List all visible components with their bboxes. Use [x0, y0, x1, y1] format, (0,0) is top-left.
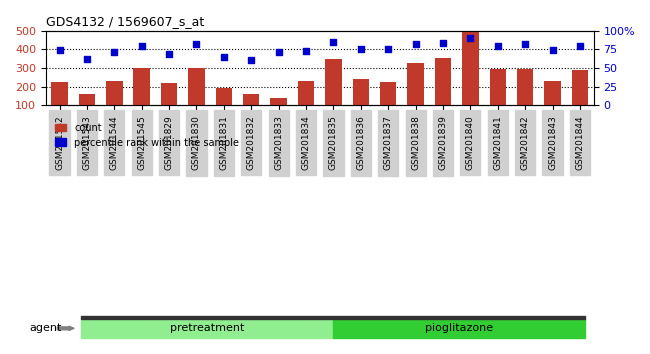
Point — [274, 49, 284, 55]
Bar — [106, 81, 123, 124]
Point — [301, 48, 311, 53]
Bar — [270, 98, 287, 124]
Point — [328, 40, 339, 45]
Bar — [462, 31, 478, 124]
Bar — [380, 82, 396, 124]
Point — [493, 43, 503, 48]
Point — [520, 41, 530, 46]
Point — [191, 41, 202, 46]
Point — [55, 47, 65, 53]
Point — [547, 47, 558, 53]
Text: GDS4132 / 1569607_s_at: GDS4132 / 1569607_s_at — [46, 15, 204, 28]
Point — [82, 56, 92, 62]
Point — [383, 46, 393, 52]
Point — [218, 54, 229, 59]
Bar — [489, 69, 506, 124]
Bar — [133, 68, 150, 124]
Point — [109, 49, 120, 55]
Point — [246, 57, 257, 63]
Bar — [216, 88, 232, 124]
Text: agent: agent — [29, 323, 62, 333]
Bar — [188, 68, 205, 124]
Point — [356, 46, 366, 52]
Text: pretreatment: pretreatment — [170, 323, 244, 333]
Bar — [352, 79, 369, 124]
Bar — [161, 83, 177, 124]
Bar — [572, 70, 588, 124]
Point — [410, 41, 421, 47]
Text: pioglitazone: pioglitazone — [425, 323, 493, 333]
Point — [136, 43, 147, 48]
Point — [438, 40, 448, 46]
Point — [465, 35, 476, 40]
Point — [164, 51, 174, 57]
Bar — [51, 82, 68, 124]
Bar — [435, 58, 451, 124]
Legend: count, percentile rank within the sample: count, percentile rank within the sample — [51, 119, 243, 152]
Bar — [408, 63, 424, 124]
Point — [575, 43, 585, 49]
Bar — [298, 81, 314, 124]
Bar — [325, 59, 342, 124]
Bar — [79, 93, 95, 124]
Bar — [517, 69, 534, 124]
Bar — [544, 81, 561, 124]
Bar — [243, 93, 259, 124]
